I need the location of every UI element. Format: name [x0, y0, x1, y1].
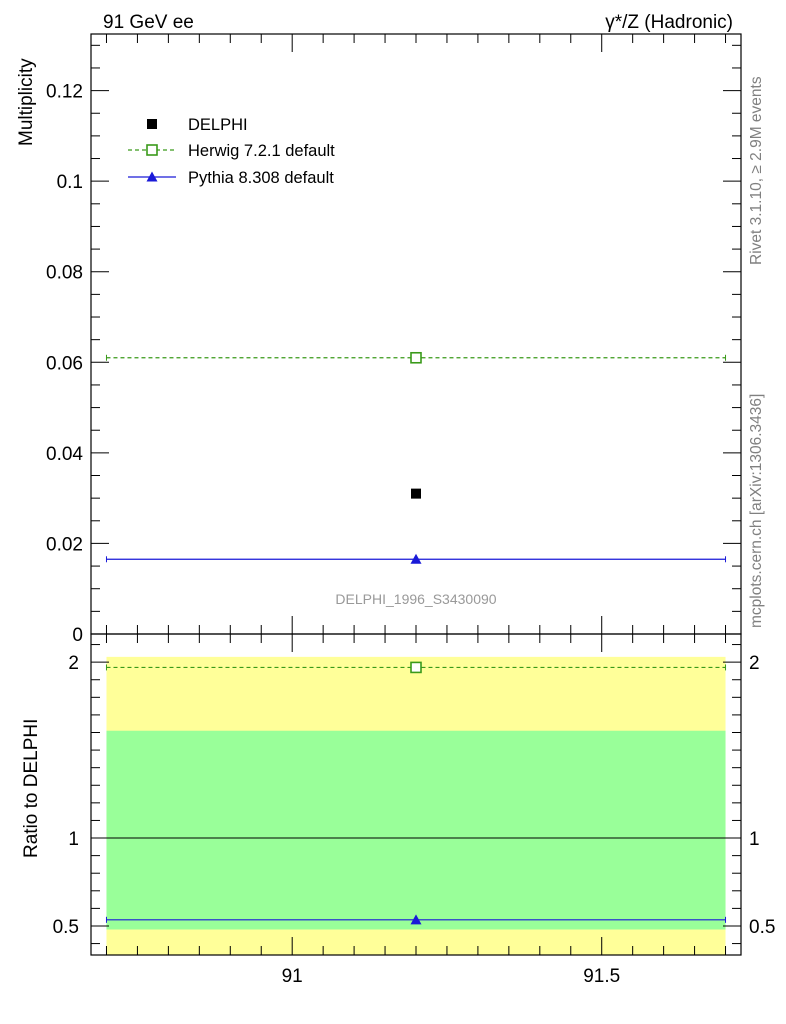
ratio-ytick-label-right: 1: [749, 829, 760, 850]
ratio-ytick-label-right: 0.5: [749, 917, 775, 938]
ratio-band-stat: [106, 730, 726, 930]
mc-herwig-point: [410, 351, 422, 364]
mc-pythia-point: [410, 553, 422, 564]
ratio-ytick-label-right: 2: [749, 653, 760, 674]
ratio-ytick-label-left: 0.5: [53, 917, 79, 938]
main-ytick-label: 0.1: [57, 172, 83, 193]
header-left: 91 GeV ee: [103, 12, 194, 33]
main-ytick-label: 0.06: [46, 353, 83, 374]
main-ytick-label: 0.12: [46, 82, 83, 103]
analysis-watermark: DELPHI_1996_S3430090: [335, 591, 496, 607]
main-plot-panel: 0 0.02 0.04 0.06 0.08 0.1 0.12 DELPHI_1996_S343…: [46, 33, 742, 646]
ratio-ytick-label-left: 2: [68, 653, 79, 674]
legend-pythia-marker: [146, 171, 158, 182]
data-delphi-point: [411, 488, 421, 499]
main-ytick-label: 0.02: [46, 534, 83, 555]
main-ylabel: Multiplicity: [16, 58, 37, 146]
ratio-ylabel: Ratio to DELPHI: [21, 719, 42, 858]
ratio-plot-panel: 0.5 0.5 1 1 2 2 91 91.5: [53, 633, 775, 987]
legend-delphi-label: DELPHI: [188, 116, 248, 134]
main-ytick-label: 0.04: [46, 444, 83, 465]
side-label-source: mcplots.cern.ch [arXiv:1306.3436]: [748, 394, 765, 628]
ratio-herwig-point: [410, 661, 422, 674]
legend-delphi-marker: [147, 119, 157, 129]
ratio-xtick-label: 91: [282, 966, 303, 987]
legend-pythia-label: Pythia 8.308 default: [188, 169, 334, 187]
side-label-rivet: Rivet 3.1.10, ≥ 2.9M events: [748, 76, 765, 265]
header-right: γ*/Z (Hadronic): [605, 12, 733, 33]
ratio-ytick-label-left: 1: [68, 829, 79, 850]
ratio-pythia-point: [410, 914, 422, 925]
legend-herwig-marker: [146, 144, 158, 156]
main-ytick-label: 0.08: [46, 263, 83, 284]
ratio-frame: [90, 633, 742, 956]
legend-herwig-label: Herwig 7.2.1 default: [188, 142, 335, 160]
ratio-xtick-label: 91.5: [583, 966, 620, 987]
main-ytick-label: 0: [72, 625, 83, 646]
